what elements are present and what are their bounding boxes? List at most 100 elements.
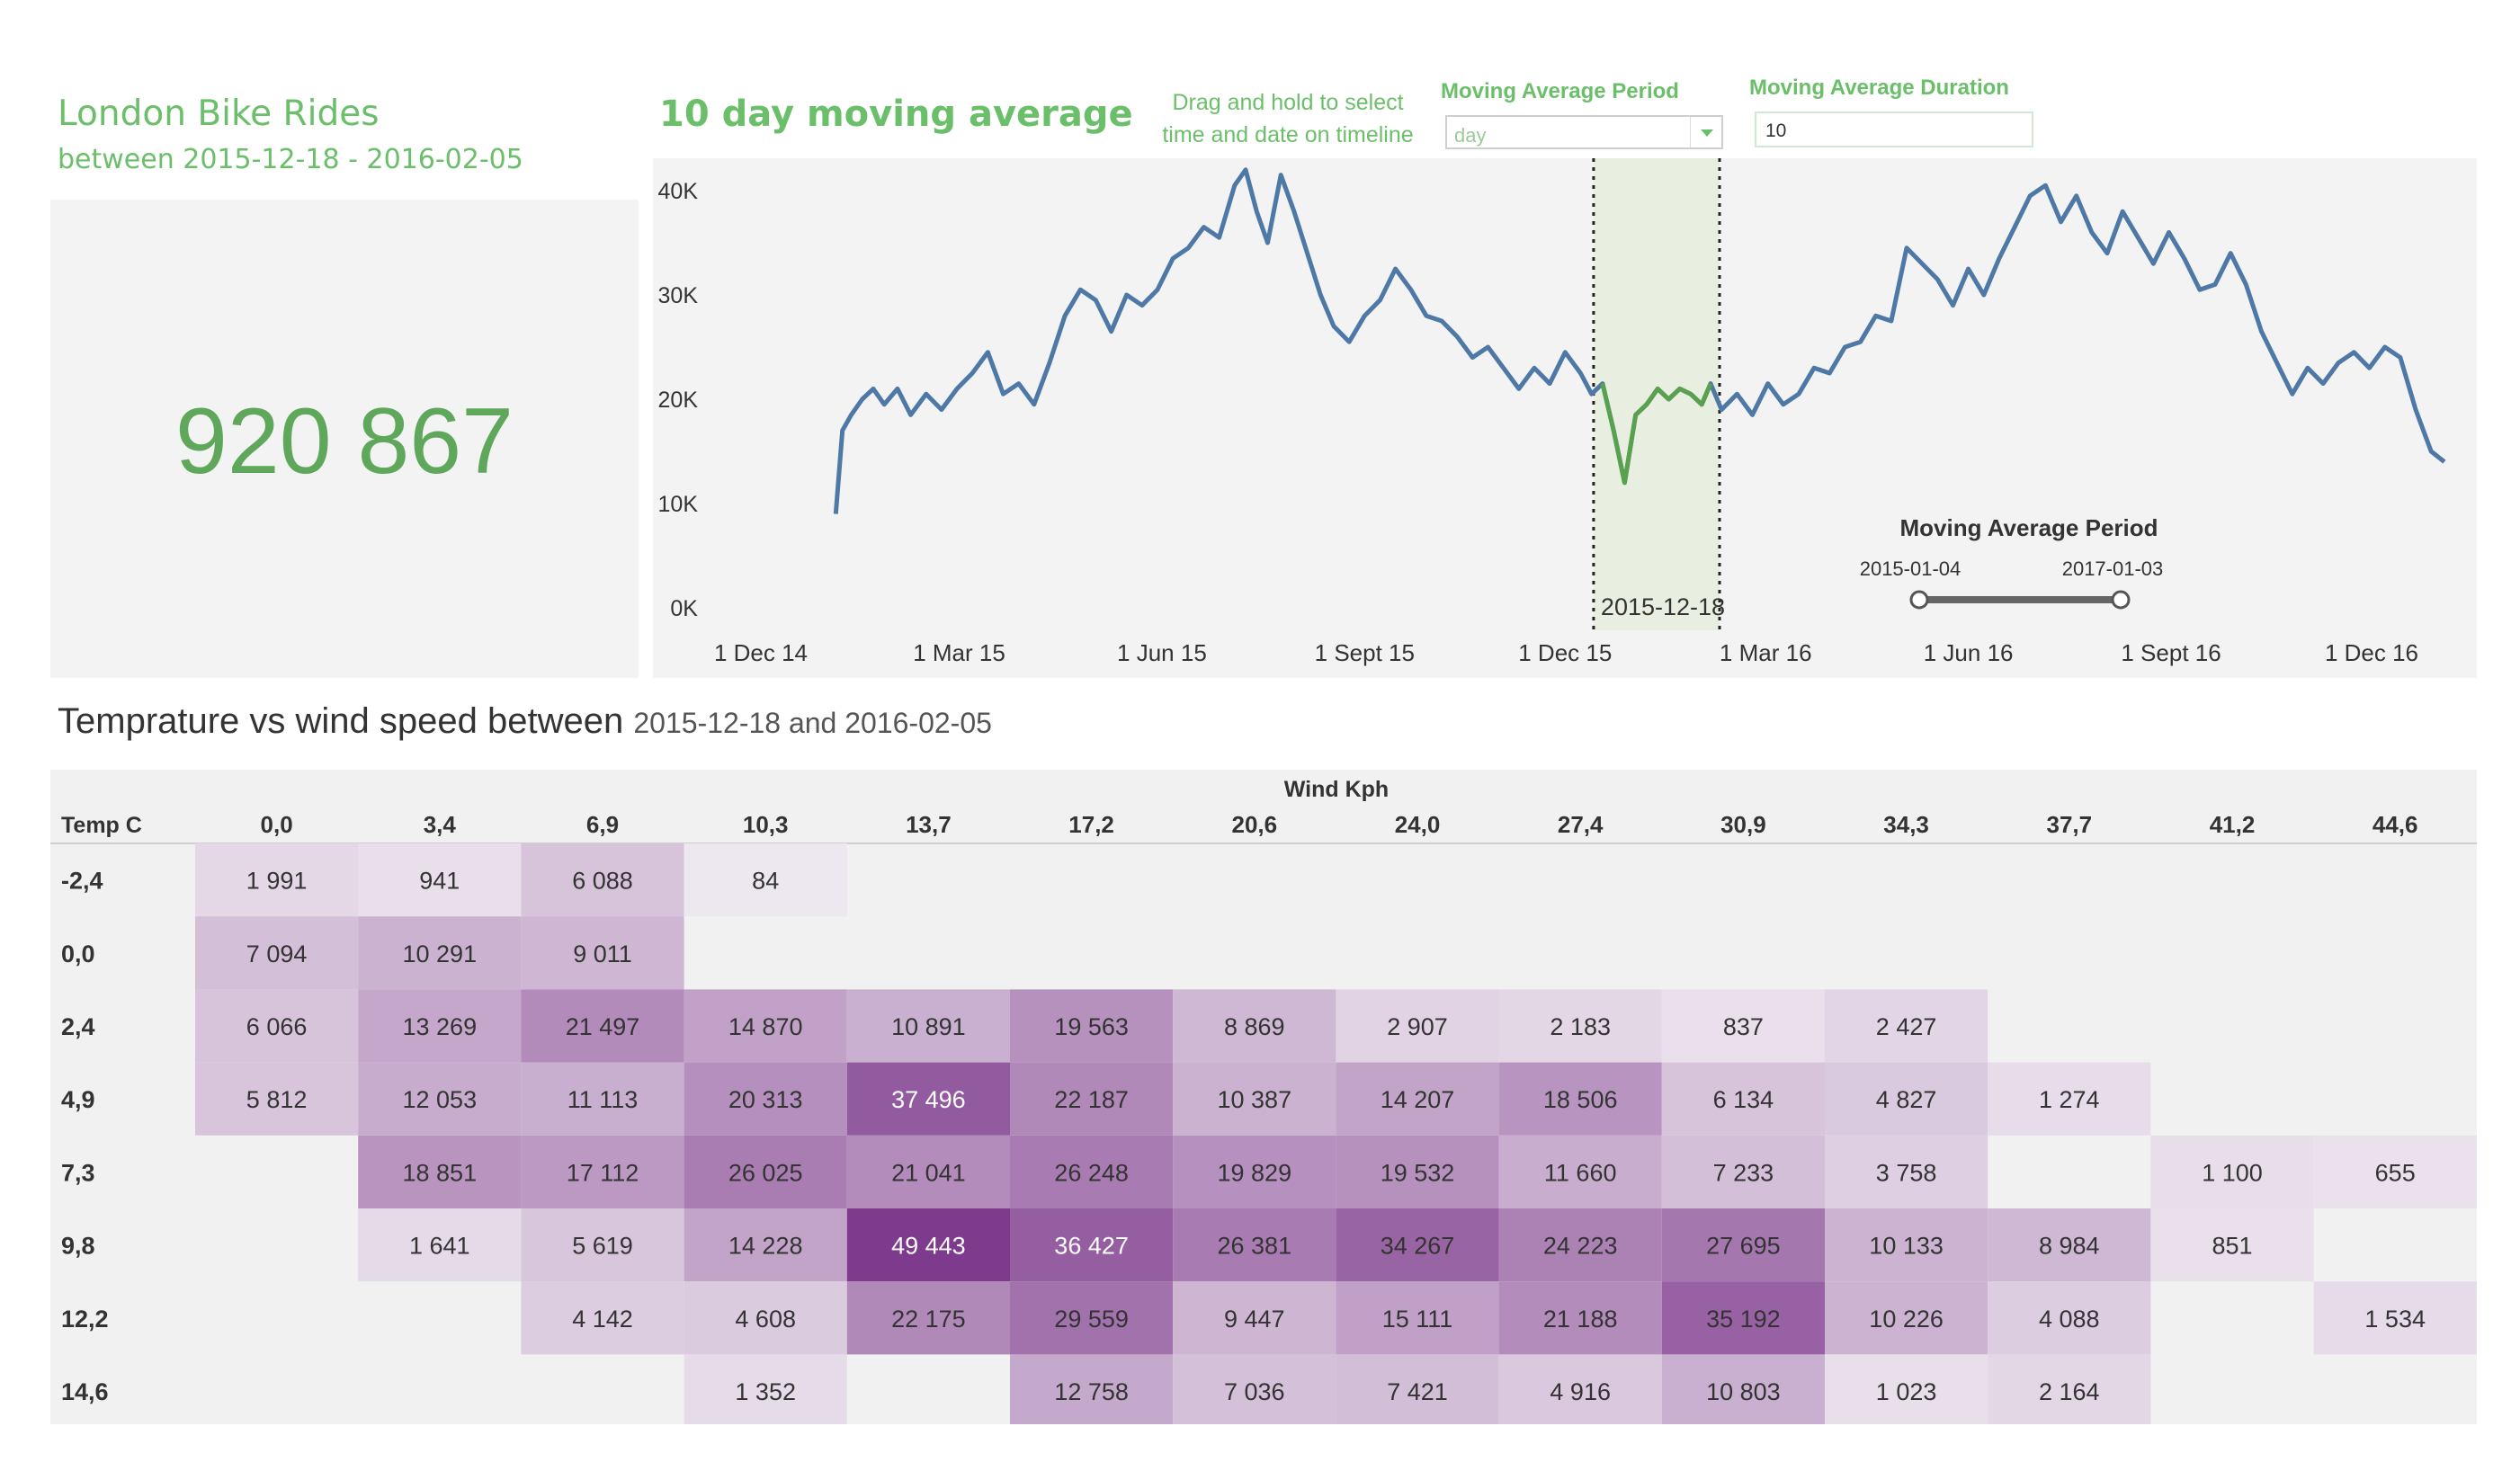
heatmap-cell-label: 7 036 [1224, 1378, 1285, 1405]
duration-input[interactable]: 10 [1755, 111, 2033, 147]
heatmap-cell [1825, 1135, 1988, 1208]
heatmap-cell [195, 843, 359, 917]
column-header: 20,6 [1231, 811, 1277, 838]
kpi-panel: 920 867 [50, 200, 639, 678]
heatmap-cell [2150, 1208, 2314, 1282]
x-tick-label: 1 Dec 16 [2325, 639, 2418, 666]
heatmap-cell [1988, 1281, 2151, 1355]
column-header: 37,7 [2046, 811, 2092, 838]
heatmap-cell-label: 4 827 [1876, 1086, 1937, 1113]
heatmap-cell [1661, 1208, 1825, 1282]
x-tick-label: 1 Dec 15 [1518, 639, 1612, 666]
heatmap-cell [1498, 1062, 1662, 1136]
kpi-title: London Bike Rides [58, 94, 380, 134]
heatmap-cell [1010, 989, 1174, 1063]
heatmap-cell-label: 11 113 [567, 1086, 639, 1113]
heatmap-cell-label: 4 142 [572, 1306, 633, 1333]
heatmap-cell-label: 1 023 [1876, 1378, 1937, 1405]
heatmap-cell-label: 9 447 [1224, 1306, 1285, 1333]
line-chart[interactable]: 0K 10K 20K 30K 40K 1 Dec 14 1 Mar 15 1 Jun 15 1… [653, 158, 2477, 678]
heatmap-cell [1336, 1208, 1499, 1282]
heatmap-cell-label: 6 134 [1713, 1086, 1774, 1113]
heatmap-cell [2313, 1281, 2477, 1355]
slider-end-label: 2017-01-03 [2062, 557, 2164, 580]
heatmap-cell-label: 22 187 [1054, 1086, 1129, 1113]
slider-start-handle[interactable] [1909, 590, 1929, 610]
heatmap-cell [846, 1281, 1010, 1355]
heatmap-cell-label: 655 [2375, 1159, 2416, 1186]
heatmap-cell-label: 6 066 [246, 1013, 308, 1040]
heatmap-cell [1010, 1135, 1174, 1208]
heatmap-cell-label: 13 269 [403, 1013, 478, 1040]
heatmap-cell [2150, 1135, 2314, 1208]
heatmap-cell [1336, 1281, 1499, 1355]
row-header: -2,4 [61, 868, 103, 895]
heatmap-cell [846, 1135, 1010, 1208]
heatmap-cell-label: 15 111 [1382, 1306, 1453, 1333]
selection-window[interactable] [1593, 158, 1720, 630]
heatmap-cell [1498, 1281, 1662, 1355]
heatmap-cell [358, 1062, 522, 1136]
heatmap-title-main: Temprature vs wind speed between [58, 701, 624, 741]
column-header: 30,9 [1720, 811, 1766, 838]
heatmap-cell [846, 989, 1010, 1063]
heatmap-cell [1825, 1062, 1988, 1136]
x-tick-label: 1 Sept 15 [1315, 639, 1415, 666]
line-chart-panel [653, 158, 2477, 678]
heatmap-cell-label: 84 [752, 868, 779, 895]
heatmap-cell-label: 4 608 [735, 1306, 796, 1333]
heatmap-cell-label: 27 695 [1706, 1233, 1781, 1260]
heatmap-cell [1173, 1135, 1336, 1208]
heatmap-cell-label: 11 660 [1544, 1159, 1617, 1186]
heatmap-cell [1661, 989, 1825, 1063]
period-dropdown[interactable]: day [1445, 115, 1723, 149]
heatmap-cell-label: 37 496 [891, 1086, 966, 1113]
heatmap-cell-label: 18 506 [1543, 1086, 1618, 1113]
heatmap-cell-label: 2 427 [1876, 1013, 1937, 1040]
heatmap-cell [1173, 1354, 1336, 1424]
heatmap-cell-label: 2 183 [1550, 1013, 1611, 1040]
column-header: 24,0 [1395, 811, 1441, 838]
total-rides-value: 920 867 [175, 389, 514, 494]
heatmap-cell [1661, 1354, 1825, 1424]
heatmap-cell-label: 1 991 [246, 868, 308, 895]
column-header: 17,2 [1068, 811, 1114, 838]
heatmap-cell [1336, 1354, 1499, 1424]
heatmap-cell [1010, 1208, 1174, 1282]
heatmap-cell-label: 36 427 [1054, 1233, 1129, 1260]
heatmap-cell [521, 843, 684, 917]
heatmap-cell [1825, 989, 1988, 1063]
heatmap-cell [1010, 1354, 1174, 1424]
heatmap-cell-label: 9 011 [573, 940, 632, 967]
heatmap-cell [684, 1281, 847, 1355]
heatmap-cell [1173, 989, 1336, 1063]
heatmap-cell-label: 6 088 [572, 868, 633, 895]
slider-end-handle[interactable] [2111, 590, 2131, 610]
period-label: Moving Average Period [1441, 79, 1679, 103]
heatmap-cell [358, 989, 522, 1063]
heatmap-cell-label: 12 053 [403, 1086, 478, 1113]
heatmap-cell [1010, 1062, 1174, 1136]
heatmap-cell [684, 1208, 847, 1282]
heatmap-cell-label: 12 758 [1054, 1378, 1129, 1405]
chevron-down-icon[interactable] [1690, 117, 1721, 147]
heatmap-cell [521, 1208, 684, 1282]
heatmap-cell-label: 2 164 [2039, 1378, 2100, 1405]
heatmap-cell-label: 837 [1723, 1013, 1764, 1040]
heatmap-cell [521, 1281, 684, 1355]
heatmap-cell-label: 7 421 [1387, 1378, 1448, 1405]
row-header: 2,4 [61, 1013, 95, 1040]
x-tick-label: 1 Jun 15 [1117, 639, 1207, 666]
drag-hint: Drag and hold to select time and date on… [1144, 86, 1432, 151]
row-header: 0,0 [61, 940, 95, 967]
heatmap-cell [1661, 1062, 1825, 1136]
heatmap-cell [521, 989, 684, 1063]
heatmap-cell-label: 10 387 [1218, 1086, 1292, 1113]
heatmap-cell [195, 1062, 359, 1136]
heatmap-cell-label: 1 274 [2039, 1086, 2100, 1113]
row-header: 12,2 [61, 1306, 109, 1333]
y-tick-label: 40K [658, 179, 699, 204]
heatmap-cell-label: 26 381 [1218, 1233, 1292, 1260]
heatmap-cell-label: 7 233 [1713, 1159, 1774, 1186]
column-header: 34,3 [1883, 811, 1929, 838]
